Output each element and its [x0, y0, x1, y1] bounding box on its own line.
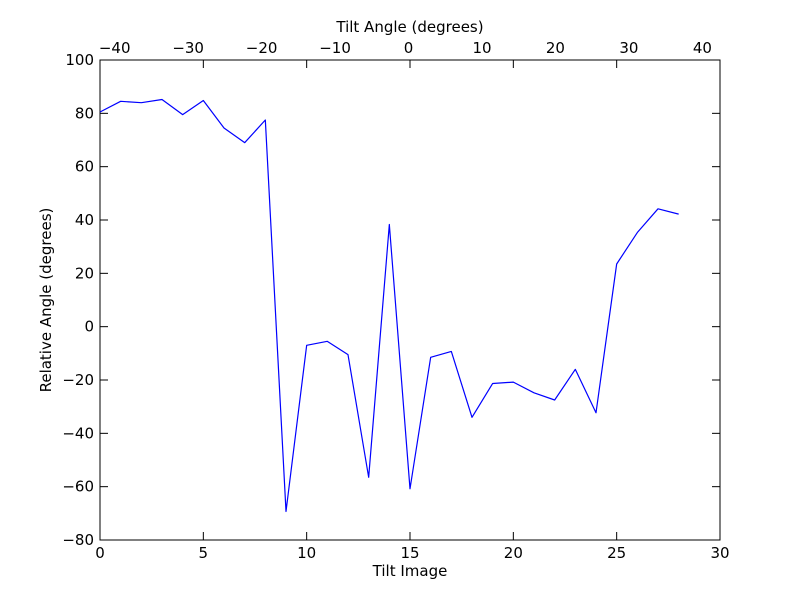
x-tick-label: 5 [199, 544, 209, 562]
x-axis-label: Tilt Image [372, 562, 448, 580]
bottom-x-axis: 0 5 10 15 20 25 30 [95, 60, 730, 562]
y-tick-label: −20 [62, 371, 94, 389]
top-x-tick-label: 0 [404, 39, 414, 57]
top-x-tick-label: −20 [246, 39, 278, 57]
y-axis-label: Relative Angle (degrees) [37, 208, 55, 393]
y-tick-label: 40 [75, 211, 94, 229]
top-x-tick-label: −40 [99, 39, 131, 57]
x-tick-label: 10 [297, 544, 316, 562]
y-tick-label: 20 [75, 264, 94, 282]
top-x-tick-label: −10 [319, 39, 351, 57]
top-x-tick-label: −30 [172, 39, 204, 57]
y-tick-label: 80 [75, 104, 94, 122]
x-tick-label: 15 [400, 544, 419, 562]
top-x-axis: −40 −30 −20 −10 0 10 20 30 40 [99, 39, 712, 57]
x-tick-label: 0 [95, 544, 105, 562]
top-x-tick-label: 40 [693, 39, 712, 57]
top-x-tick-label: 20 [546, 39, 565, 57]
y-tick-label: 100 [65, 51, 94, 69]
top-x-tick-label: 10 [472, 39, 491, 57]
y-tick-label: −40 [62, 424, 94, 442]
y-tick-label: −80 [62, 531, 94, 549]
series-layer [99, 98, 679, 513]
y-tick-label: 60 [75, 158, 94, 176]
left-y-axis: −80 −60 −40 −20 0 20 40 60 80 100 [62, 51, 720, 549]
plot-area [99, 59, 721, 541]
x-tick-label: 25 [607, 544, 626, 562]
x-tick-label: 20 [504, 544, 523, 562]
x-tick-label: 30 [710, 544, 729, 562]
y-tick-label: −60 [62, 478, 94, 496]
top-x-tick-label: 30 [619, 39, 638, 57]
top-x-axis-label: Tilt Angle (degrees) [335, 18, 483, 36]
y-tick-label: 0 [84, 318, 94, 336]
